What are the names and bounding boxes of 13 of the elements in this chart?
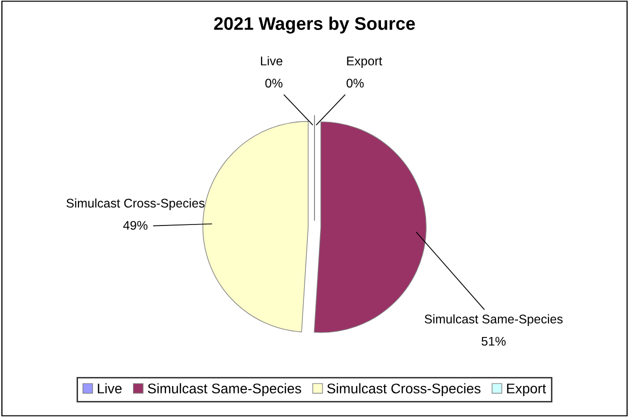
text: 0% <box>346 78 364 88</box>
text: 0% <box>265 78 282 88</box>
category-label: Live <box>260 56 282 66</box>
slice-label: Simulcast Cross-Species <box>66 198 204 210</box>
data-label: 51% <box>482 336 506 346</box>
slice-label: Simulcast Same-Species <box>424 314 563 326</box>
legend-label: Export <box>507 384 546 396</box>
category-label: Export <box>347 56 382 68</box>
legend-label: Simulcast Cross-Species <box>327 383 480 396</box>
chart-title: 2021 Wagers by Source <box>214 16 415 34</box>
legend-label: Live <box>98 383 122 394</box>
data-label: 49% <box>123 220 148 230</box>
legend-label: Simulcast Same-Species <box>148 383 302 396</box>
